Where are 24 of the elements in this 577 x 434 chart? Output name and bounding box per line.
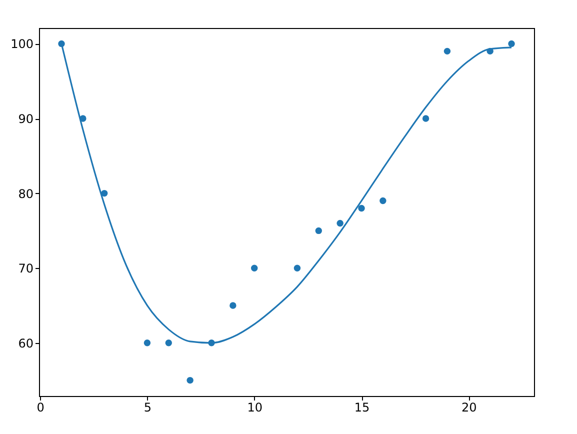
point — [230, 302, 236, 309]
point — [251, 264, 258, 272]
x-tick-label: 0 — [36, 400, 44, 414]
x-tick-label: 20 — [462, 400, 477, 414]
point — [336, 220, 344, 227]
point — [358, 204, 365, 212]
x-tick-label: 5 — [144, 400, 152, 414]
x-tick-label: 10 — [247, 400, 262, 414]
x-tick-label: 15 — [354, 400, 370, 414]
y-tick-label: 70 — [18, 262, 34, 276]
y-tick-label: 60 — [18, 336, 34, 350]
point — [422, 115, 430, 122]
y-tick-label: 100 — [10, 37, 34, 52]
y-tick-label: 90 — [18, 112, 34, 126]
point — [315, 227, 322, 234]
point — [508, 40, 515, 48]
point — [444, 48, 451, 55]
point — [144, 340, 151, 346]
point — [186, 376, 194, 384]
point — [380, 197, 386, 204]
point — [101, 190, 108, 197]
y-tick-label: 80 — [18, 186, 34, 201]
point — [294, 264, 301, 272]
point — [165, 340, 172, 346]
